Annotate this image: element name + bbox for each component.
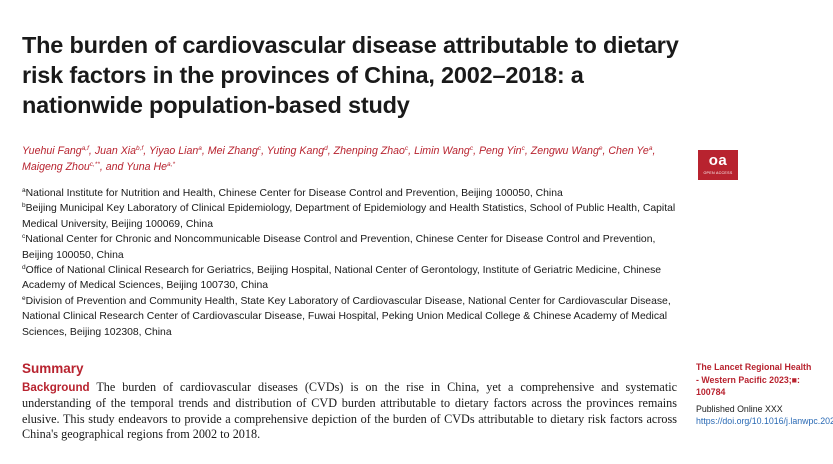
affiliation: aNational Institute for Nutrition and He… [22,186,687,201]
affiliation-marker: b [22,202,26,210]
article-sidebar: The Lancet Regional Health - Western Pac… [696,361,833,428]
author-name: Yiyao Lian [148,145,199,157]
author: Zengwu Wange, [531,145,609,157]
author-name: Peng Yin [478,145,522,157]
author: Peng Yinc, [479,145,531,157]
oa-logo-subtext: OPEN ACCESS [703,171,733,175]
journal-citation: The Lancet Regional Health - Western Pac… [696,362,812,398]
author: Yuna Hea,* [126,161,175,173]
author-affiliation-marker: a,* [167,161,175,168]
author-name: Limin Wang [414,145,470,157]
author-separator: , [201,145,208,157]
author-separator: , [602,145,609,157]
affiliation: dOffice of National Clinical Research fo… [22,263,687,294]
affiliation-text: Office of National Clinical Research for… [22,265,662,292]
affiliation: bBeijing Municipal Key Laboratory of Cli… [22,201,687,232]
author-name: Yuting Kang [266,145,325,157]
author-affiliation-marker: c [521,145,525,152]
author: Limin Wangc, [414,145,479,157]
author: Yuehui Fanga,f, [22,145,95,157]
author-separator: , [408,145,415,157]
affiliation-marker: d [22,264,26,272]
affiliation-text: Division of Prevention and Community Hea… [22,295,671,338]
author-affiliation-marker: a,f [81,145,89,152]
author: Juan Xiab,f, [95,145,149,157]
summary-background: Background The burden of cardiovascular … [22,380,677,443]
author-list: Yuehui Fanga,f, Juan Xiab,f, Yiyao Liana… [22,143,662,175]
affiliation-marker: a [22,187,26,194]
author-separator: , and [99,161,127,173]
affiliation-text: Beijing Municipal Key Laboratory of Clin… [22,203,676,230]
affiliation-list: aNational Institute for Nutrition and He… [22,186,687,340]
author: Zhenping Zhaoc, [334,145,414,157]
author-affiliation-marker: a [198,145,202,152]
author-affiliation-marker: e [598,145,603,152]
author-name: Maigeng Zhou [22,161,90,173]
author-name: Yuna He [126,161,168,173]
author-name: Chen Ye [608,145,649,157]
summary-heading: Summary [22,361,84,376]
author-affiliation-marker: d [324,145,328,152]
author-name: Juan Xia [94,145,137,157]
author-affiliation-marker: a [648,145,653,152]
author-name: Zengwu Wang [530,145,599,157]
author: Yiyao Liana, [149,145,208,157]
affiliation: cNational Center for Chronic and Noncomm… [22,232,687,263]
affiliation-marker: e [22,294,26,302]
background-label: Background [22,381,90,394]
author-separator: , [327,145,334,157]
author-name: Mei Zhang [207,145,258,157]
author-affiliation-marker: c [404,145,409,152]
author-separator: , [473,145,479,157]
author-affiliation-marker: c [469,145,474,152]
author-separator: , [88,145,95,157]
author-separator: , [143,145,149,157]
author-affiliation-marker: b,f [136,145,144,152]
affiliation-text: National Center for Chronic and Noncommu… [22,234,656,261]
author-affiliation-marker: c,** [89,161,100,168]
author-separator: , [652,145,656,157]
affiliation: eDivision of Prevention and Community He… [22,294,687,340]
author-name: Zhenping Zhao [333,145,405,157]
author: Chen Yea, [608,145,655,157]
author-separator: , [261,145,267,157]
published-online: Published Online XXX [696,403,783,414]
open-access-logo: oa OPEN ACCESS [698,150,738,180]
affiliation-marker: c [22,233,26,241]
author-separator: , [524,145,531,157]
author-name: Yuehui Fang [22,145,82,157]
background-text: The burden of cardiovascular diseases (C… [22,380,677,442]
author: Yuting Kangd, [267,145,334,157]
article-title: The burden of cardiovascular disease att… [22,32,679,118]
author: Maigeng Zhouc,**, and [22,161,126,173]
author-affiliation-marker: c [257,145,262,152]
affiliation-text: National Institute for Nutrition and Hea… [25,188,563,199]
doi-link[interactable]: https://doi.org/10.1016/j.lanwpc.2023.10… [696,416,833,427]
oa-logo-text: oa [708,152,728,169]
author: Mei Zhangc, [208,145,267,157]
